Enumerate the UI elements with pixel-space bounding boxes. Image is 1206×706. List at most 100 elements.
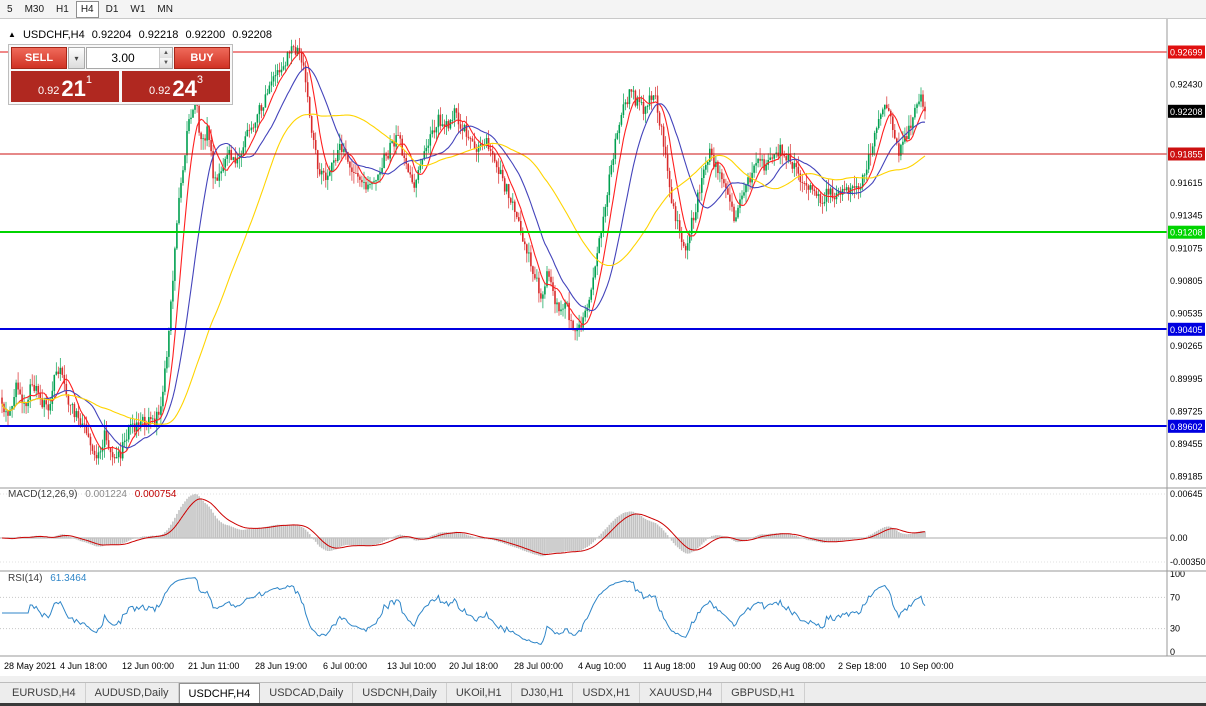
buy-button[interactable]: BUY [174, 47, 230, 69]
timeframe-m30[interactable]: M30 [24, 3, 45, 15]
sell-button[interactable]: SELL [11, 47, 67, 69]
price-tick-label: 0.91345 [1170, 211, 1203, 221]
sell-price-box[interactable]: 0.92 21 1 [11, 71, 119, 102]
macd-signal-value: 0.000754 [134, 489, 177, 500]
time-tick-label: 11 Aug 18:00 [643, 661, 695, 671]
volume-dropdown-button[interactable]: ▾ [68, 47, 85, 69]
time-tick-label: 20 Jul 18:00 [449, 661, 498, 671]
volume-spinner[interactable]: ▲ ▼ [159, 48, 172, 68]
ohlc-close: 0.92208 [232, 29, 273, 41]
tab-ukoil-h1[interactable]: UKOil,H1 [447, 683, 512, 703]
buy-price-small: 0.92 [148, 85, 171, 97]
sell-price-small: 0.92 [37, 85, 60, 97]
tab-usdcad-daily[interactable]: USDCAD,Daily [260, 683, 354, 703]
rsi-line [2, 577, 926, 645]
volume-field[interactable]: 3.00 ▲ ▼ [86, 47, 173, 69]
volume-value[interactable]: 3.00 [111, 51, 135, 65]
tab-usdcnh-daily[interactable]: USDCNH,Daily [353, 683, 447, 703]
price-marker-0.91855 [1168, 147, 1205, 161]
price-tick-label: 0.91075 [1170, 243, 1203, 253]
timeframe-h1[interactable]: H1 [56, 3, 69, 15]
timeframe-h4[interactable]: H4 [75, 0, 99, 18]
ohlc-high: 0.92218 [138, 29, 179, 41]
price-marker-label: 0.91208 [1170, 228, 1203, 238]
horizontal-level-lines[interactable] [0, 51, 1167, 427]
spinner-down-icon[interactable]: ▼ [160, 58, 172, 68]
tab-eurusd-h4[interactable]: EURUSD,H4 [3, 683, 86, 703]
macd-axis-label: 0.00645 [1170, 489, 1203, 499]
tab-usdchf-h4[interactable]: USDCHF,H4 [178, 683, 261, 703]
price-tick-label: 0.89185 [1170, 472, 1203, 482]
rsi-indicator-label: RSI(14) 61.3464 [8, 573, 91, 584]
time-tick-label: 28 May 2021 [4, 661, 56, 671]
ohlc-low: 0.92200 [185, 29, 226, 41]
price-marker-0.92699 [1168, 45, 1205, 59]
tab-usdx-h1[interactable]: USDX,H1 [573, 683, 641, 703]
price-marker-0.91208 [1168, 225, 1205, 239]
price-tick-label: 0.90805 [1170, 276, 1203, 286]
price-marker-label: 0.92699 [1170, 48, 1203, 58]
timeframe-m5[interactable]: 5 [7, 3, 13, 15]
tab-dj30-h1[interactable]: DJ30,H1 [512, 683, 574, 703]
time-tick-label: 19 Aug 00:00 [708, 661, 761, 671]
macd-main-value: 0.001224 [85, 489, 127, 500]
time-tick-label: 12 Jun 00:00 [122, 661, 174, 671]
tab-gbpusd-h1[interactable]: GBPUSD,H1 [722, 683, 805, 703]
price-tick-label: 0.91615 [1170, 178, 1203, 188]
ohlc-header: ▲ USDCHF,H4 0.92204 0.92218 0.92200 0.92… [8, 29, 276, 41]
price-axis[interactable]: 0.92430 0.91615 0.91345 0.91075 0.90805 0.905… [1168, 45, 1206, 658]
time-tick-label: 6 Jul 00:00 [323, 661, 367, 671]
rsi-axis-label: 100 [1170, 569, 1185, 579]
time-tick-label: 2 Sep 18:00 [838, 661, 887, 671]
time-tick-label: 10 Sep 00:00 [900, 661, 954, 671]
ma-line-8 [1, 51, 926, 454]
time-tick-label: 26 Aug 08:00 [772, 661, 825, 671]
price-marker-0.89602 [1168, 419, 1205, 433]
price-tick-label: 0.89725 [1170, 407, 1203, 417]
time-axis[interactable]: 28 May 2021 4 Jun 18:00 12 Jun 00:00 21 Jun… [4, 661, 954, 671]
price-marker-0.90405 [1168, 322, 1205, 336]
window-bottom-edge [0, 703, 1206, 706]
price-marker-label: 0.91855 [1170, 150, 1203, 160]
price-tick-label: 0.89995 [1170, 374, 1203, 384]
timeframe-w1[interactable]: W1 [130, 3, 146, 15]
macd-indicator-label: MACD(12,26,9) 0.001224 0.000754 [8, 489, 181, 500]
time-tick-label: 21 Jun 11:00 [188, 661, 239, 671]
chart-symbol-label: USDCHF,H4 [22, 29, 85, 41]
sell-price-big: 21 [61, 76, 86, 101]
time-tick-label: 4 Aug 10:00 [578, 661, 626, 671]
rsi-axis-label: 70 [1170, 592, 1180, 602]
timeframe-mn[interactable]: MN [157, 3, 173, 15]
ohlc-open: 0.92204 [91, 29, 132, 41]
ma-line-21 [1, 66, 926, 449]
time-tick-label: 28 Jun 19:00 [255, 661, 307, 671]
chart-canvas[interactable]: 0.92430 0.91615 0.91345 0.91075 0.90805 0.905… [0, 18, 1206, 676]
time-tick-label: 4 Jun 18:00 [60, 661, 107, 671]
price-tick-label: 0.89455 [1170, 439, 1203, 449]
buy-price-sup: 3 [196, 74, 204, 86]
tab-audusd-daily[interactable]: AUDUSD,Daily [86, 683, 179, 703]
time-tick-label: 13 Jul 10:00 [387, 661, 436, 671]
price-marker-0.92208 [1168, 104, 1205, 118]
price-marker-label: 0.92208 [1170, 107, 1203, 117]
chevron-down-icon: ▾ [74, 53, 79, 63]
macd-label-text: MACD(12,26,9) [8, 489, 78, 500]
sell-price-sup: 1 [85, 74, 93, 86]
spinner-up-icon[interactable]: ▲ [160, 48, 172, 58]
timeframe-d1[interactable]: D1 [105, 3, 119, 15]
rsi-value: 61.3464 [50, 573, 87, 584]
price-marker-label: 0.89602 [1170, 422, 1203, 432]
tab-xauusd-h4[interactable]: XAUUSD,H4 [640, 683, 723, 703]
timeframe-toolbar: 5 M30 H1 H4 D1 W1 MN [0, 0, 1206, 19]
buy-price-big: 24 [172, 76, 197, 101]
buy-price-box[interactable]: 0.92 24 3 [122, 71, 230, 102]
macd-axis-label: -0.00350 [1170, 557, 1206, 567]
moving-average-lines [1, 51, 926, 454]
price-tick-label: 0.90535 [1170, 309, 1203, 319]
candlesticks [1, 38, 926, 467]
price-tick-label: 0.92430 [1170, 80, 1203, 90]
chart-tabs-bar: EURUSD,H4 AUDUSD,Daily USDCHF,H4 USDCAD,… [0, 682, 1206, 703]
ma-line-55 [1, 113, 926, 425]
collapse-triangle-icon[interactable]: ▲ [8, 30, 16, 39]
